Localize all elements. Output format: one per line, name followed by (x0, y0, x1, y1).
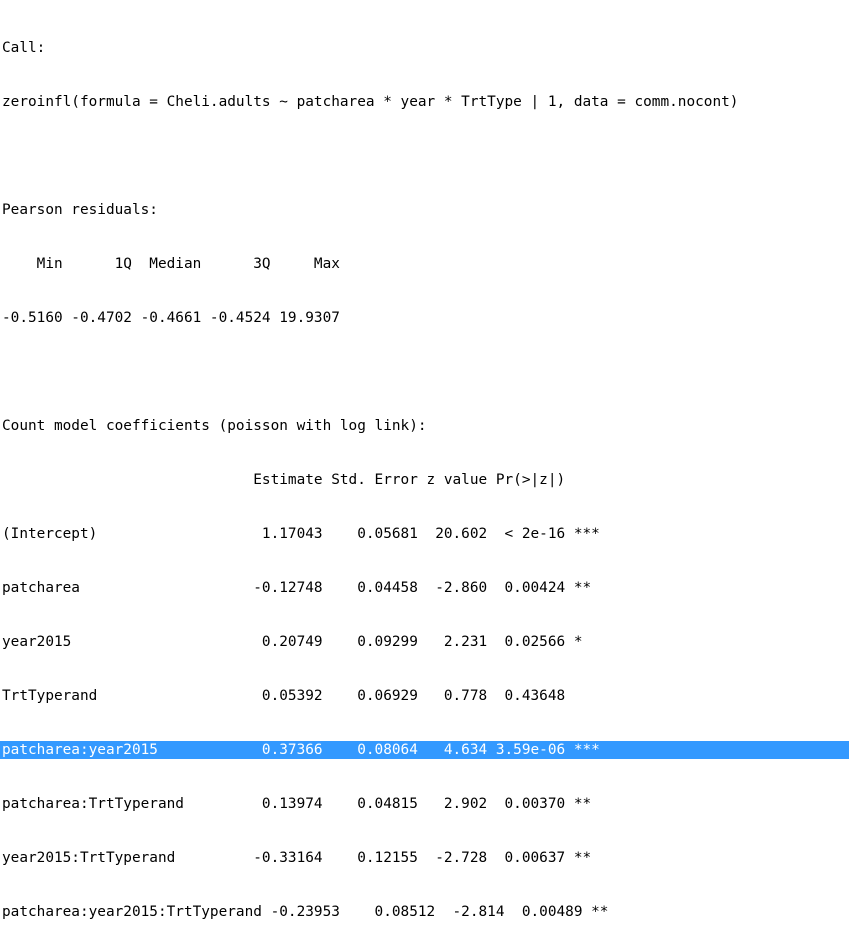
call-formula: zeroinfl(formula = Cheli.adults ~ patcha… (2, 94, 739, 110)
coef-row-year2015: year2015 0.20749 0.09299 2.231 0.02566 * (2, 634, 600, 650)
residuals-values-row: -0.5160 -0.4702 -0.4661 -0.4524 19.9307 (2, 310, 349, 326)
coef-row-patcharea: patcharea -0.12748 0.04458 -2.860 0.0042… (2, 580, 600, 596)
count-model-heading: Count model coefficients (poisson with l… (2, 418, 427, 434)
r-console-output: Call: zeroinfl(formula = Cheli.adults ~ … (0, 3, 849, 952)
coef-row-intercept: (Intercept) 1.17043 0.05681 20.602 < 2e-… (2, 526, 600, 542)
blank-line (2, 363, 849, 381)
residuals-header-row: Min 1Q Median 3Q Max (2, 256, 349, 272)
count-coef-header-row: Estimate Std. Error z value Pr(>|z|) (2, 472, 600, 488)
call-label: Call: (2, 40, 46, 56)
coef-row-year2015-trttyperand: year2015:TrtTyperand -0.33164 0.12155 -2… (2, 850, 600, 866)
coef-row-patcharea-year2015-trttyperand: patcharea:year2015:TrtTyperand -0.23953 … (2, 904, 618, 920)
coef-row-patcharea-trttyperand: patcharea:TrtTyperand 0.13974 0.04815 2.… (2, 796, 600, 812)
coef-row-trttyperand: TrtTyperand 0.05392 0.06929 0.778 0.4364… (2, 688, 600, 704)
coef-row-patcharea-year2015-selected[interactable]: patcharea:year2015 0.37366 0.08064 4.634… (0, 741, 849, 759)
blank-line (2, 147, 849, 165)
pearson-residuals-heading: Pearson residuals: (2, 202, 158, 218)
